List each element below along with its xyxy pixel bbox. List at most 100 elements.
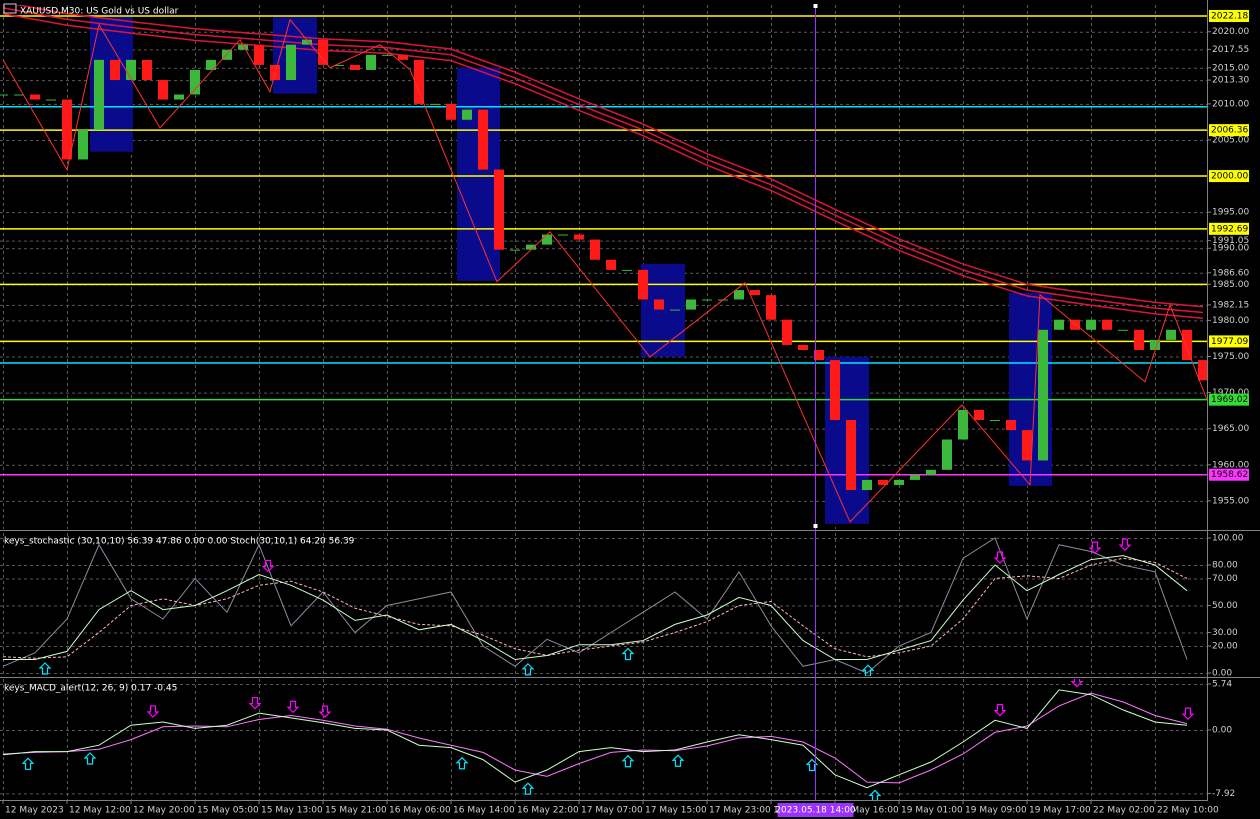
y-tick-label: 1975.00 [1212,352,1249,362]
x-tick-label: 12 May 12:00 [69,806,131,816]
x-tick-label: 15 May 13:00 [261,806,323,816]
candle [190,69,200,95]
candle [1166,329,1176,340]
indicator-line [2,557,1188,659]
candle [1134,329,1144,351]
crosshair-marker [813,524,818,528]
y-tick-label: 0.00 [1212,669,1232,679]
level-label-box [1209,124,1249,137]
indicator-line [2,537,1188,674]
candle [894,479,904,485]
x-tick-label: 12 May 20:00 [133,806,195,816]
candle [702,299,712,301]
candle [366,54,376,70]
x-tick-label: 22 May 02:00 [1093,806,1155,816]
candle [1038,329,1048,461]
candle [302,39,312,45]
candle [94,59,104,130]
indicator-line [3,555,1188,661]
x-tick-label: 18 May 16:00 [837,806,899,816]
candle [654,299,664,310]
candle [846,420,856,491]
candle [1102,319,1112,330]
y-tick-label: 1995.00 [1212,208,1249,218]
candle [1150,339,1160,351]
candle [1198,360,1207,381]
candle [462,109,472,120]
indicator-line [2,692,1188,784]
candle [862,479,872,491]
candle [734,290,744,300]
level-label: 2000.00 [1211,172,1248,182]
candle [622,269,632,271]
buy-arrow [521,782,535,795]
price-panel [0,5,1207,529]
candle [526,244,536,250]
y-tick-label: 2017.55 [1212,45,1249,55]
candle [14,94,24,96]
zigzag [2,18,1207,523]
level-label-box [1209,393,1249,406]
candle [878,479,888,485]
sell-arrow [248,697,262,710]
y-tick-label: 2015.00 [1212,63,1249,73]
indicator-title: keys_stochastic (30,10,10) 56.39 47.86 0… [4,537,355,547]
candle [510,249,520,251]
buy-arrow [868,789,882,800]
sell-arrow [318,705,332,718]
x-tick-label: 15 May 21:00 [325,806,387,816]
moving-average [2,12,1204,319]
candle [574,234,584,240]
candle [638,269,648,300]
level-label: 1958.62 [1211,470,1248,480]
level-label: 1977.09 [1211,337,1248,347]
candle [542,234,552,245]
x-tick-label: 17 May 07:00 [581,806,643,816]
candle [958,409,968,440]
candle [142,59,152,81]
candle [478,109,488,170]
y-tick-label: 70.00 [1212,574,1238,584]
level-label-box [1209,170,1249,183]
buy-arrow [621,754,635,768]
candle [174,94,184,100]
crosshair-marker [813,4,818,8]
moving-average [14,5,1204,308]
y-tick-label: 1960.00 [1212,460,1249,470]
y-tick-label: 1965.00 [1212,424,1249,434]
level-label-box [1209,222,1249,235]
sell-arrow [286,700,300,714]
indicator-title: keys_MACD_alert(12, 26, 9) 0.17 -0.45 [4,684,177,694]
y-tick-label: 30.00 [1212,628,1238,638]
candle [830,360,840,421]
y-tick-label: 1991.05 [1212,236,1249,246]
candle [254,44,264,65]
stochastic-panel [0,533,1207,676]
candle [78,129,88,160]
sell-arrow [146,705,160,718]
y-tick-label: 80.00 [1212,561,1238,571]
x-tick-label: 19 May 01:00 [901,806,963,816]
candle [814,350,824,361]
x-tick-label: 22 May 10:00 [1157,806,1219,816]
x-tick-label: 17 May 15:00 [645,806,707,816]
candle [158,80,168,100]
buy-arrow [621,647,635,661]
candle [990,420,1000,422]
candle [686,299,696,310]
macd-panel [0,679,1207,800]
candle [382,54,392,56]
candle [46,99,56,101]
y-tick-label: 1986.60 [1212,268,1249,278]
candle [1118,329,1128,331]
candle [398,54,408,60]
candle [798,344,808,351]
x-tick-label: 16 May 22:00 [517,806,579,816]
buy-arrow [455,756,469,770]
x-tick-label: 16 May 06:00 [389,806,451,816]
candle [286,44,296,81]
candle [750,290,760,296]
